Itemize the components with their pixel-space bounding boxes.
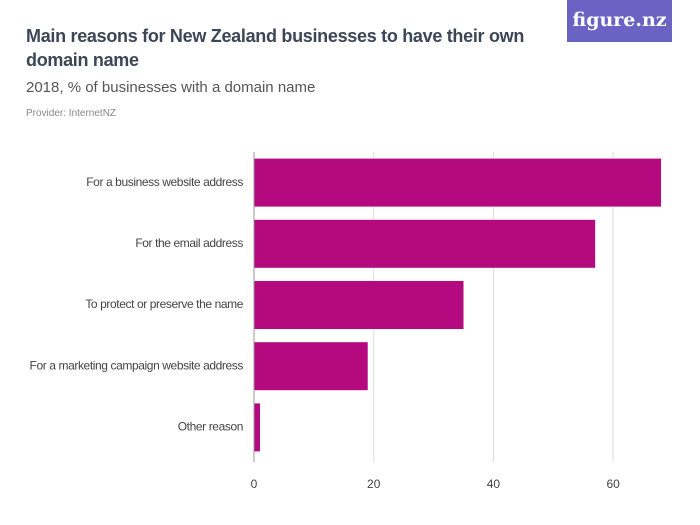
x-tick-label: 40 (487, 477, 501, 491)
chart-subtitle: 2018, % of businesses with a domain name (26, 79, 316, 96)
y-tick-label: For the email address (135, 236, 243, 250)
logo: figure.nz (567, 0, 672, 42)
chart-source: Provider: InternetNZ (26, 108, 117, 119)
x-tick-label: 20 (367, 477, 381, 491)
bar (254, 342, 368, 391)
bar (254, 158, 662, 207)
bar (254, 219, 596, 268)
chart-title: Main reasons for New Zealand businesses … (26, 26, 525, 70)
y-tick-label: To protect or preserve the name (85, 297, 243, 311)
bar (254, 281, 464, 329)
y-tick-label: For a business website address (86, 175, 243, 189)
bar (254, 403, 260, 452)
y-tick-label: Other reason (178, 420, 243, 434)
x-tick-label: 60 (606, 477, 620, 491)
y-tick-label: For a marketing campaign website address (30, 358, 244, 372)
x-tick-label: 0 (251, 477, 258, 491)
